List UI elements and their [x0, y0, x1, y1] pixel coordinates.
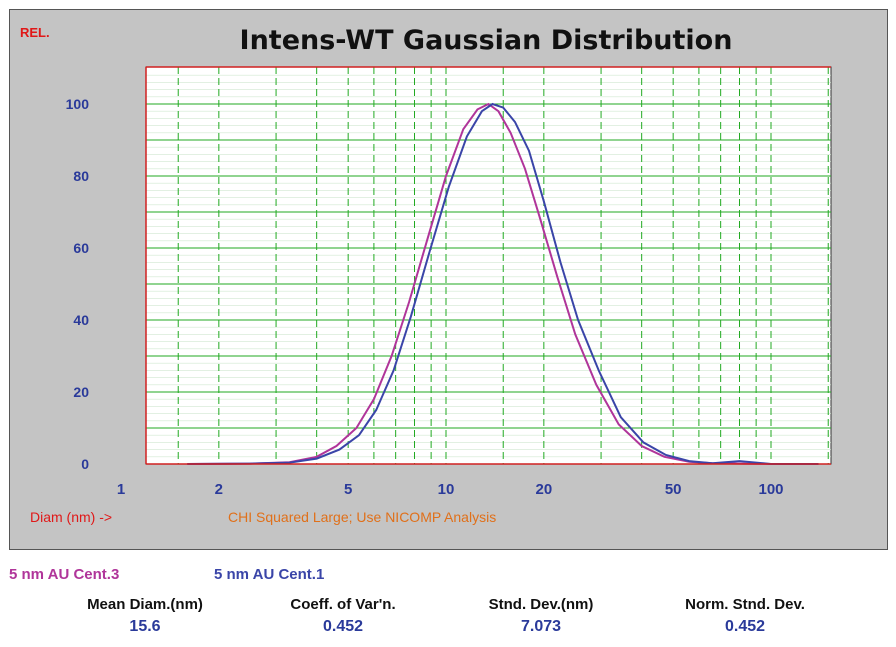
distribution-chart: Intens-WT Gaussian Distribution REL. 0 20… — [20, 25, 832, 525]
stat-label: Norm. Stnd. Dev. — [685, 596, 805, 613]
chart-title: Intens-WT Gaussian Distribution — [240, 25, 733, 56]
x-tick-label: 10 — [438, 481, 455, 498]
x-tick-label: 50 — [665, 481, 682, 498]
stat-mean-diam: Mean Diam.(nm) 15.6 — [40, 596, 250, 636]
y-tick-label: 100 — [66, 96, 90, 112]
series-line-2 — [187, 102, 819, 465]
legend-entry-cent1: 5 nm AU Cent.1 — [214, 566, 325, 583]
x-tick-label: 2 — [215, 481, 223, 498]
y-axis-label: REL. — [20, 25, 50, 40]
stats-table: Mean Diam.(nm) 15.6 Coeff. of Var'n. 0.4… — [0, 596, 896, 646]
stat-value: 0.452 — [724, 618, 766, 635]
plot-area — [145, 66, 832, 465]
chi-squared-note: CHI Squared Large; Use NICOMP Analysis — [228, 509, 496, 525]
stat-stnd-dev: Stnd. Dev.(nm) 7.073 — [436, 596, 646, 636]
legend-entry-cent3: 5 nm AU Cent.3 — [9, 566, 120, 583]
axes: 0 20 40 60 80 100 1 2 5 10 20 50 100 — [66, 66, 831, 498]
x-tick-label: 5 — [344, 481, 352, 498]
y-tick-label: 20 — [73, 384, 89, 400]
series-line-1 — [187, 102, 819, 465]
y-tick-label: 0 — [81, 456, 89, 472]
stat-coeff-var: Coeff. of Var'n. 0.452 — [238, 596, 448, 636]
series-lines — [187, 102, 819, 465]
y-tick-label: 80 — [73, 168, 89, 184]
stat-label: Coeff. of Var'n. — [290, 596, 396, 613]
x-tick-label: 1 — [117, 481, 125, 498]
x-axis-label: Diam (nm) -> — [30, 509, 112, 525]
stat-norm-stnd-dev: Norm. Stnd. Dev. 0.452 — [640, 596, 850, 636]
x-tick-label: 100 — [758, 481, 783, 498]
y-tick-label: 60 — [73, 240, 89, 256]
stat-value: 0.452 — [322, 618, 364, 635]
stat-label: Stnd. Dev.(nm) — [488, 596, 594, 613]
stat-value: 7.073 — [520, 618, 562, 635]
stat-value: 15.6 — [129, 618, 161, 635]
x-tick-label: 20 — [535, 481, 552, 498]
stat-label: Mean Diam.(nm) — [87, 596, 203, 613]
y-tick-label: 40 — [73, 312, 89, 328]
